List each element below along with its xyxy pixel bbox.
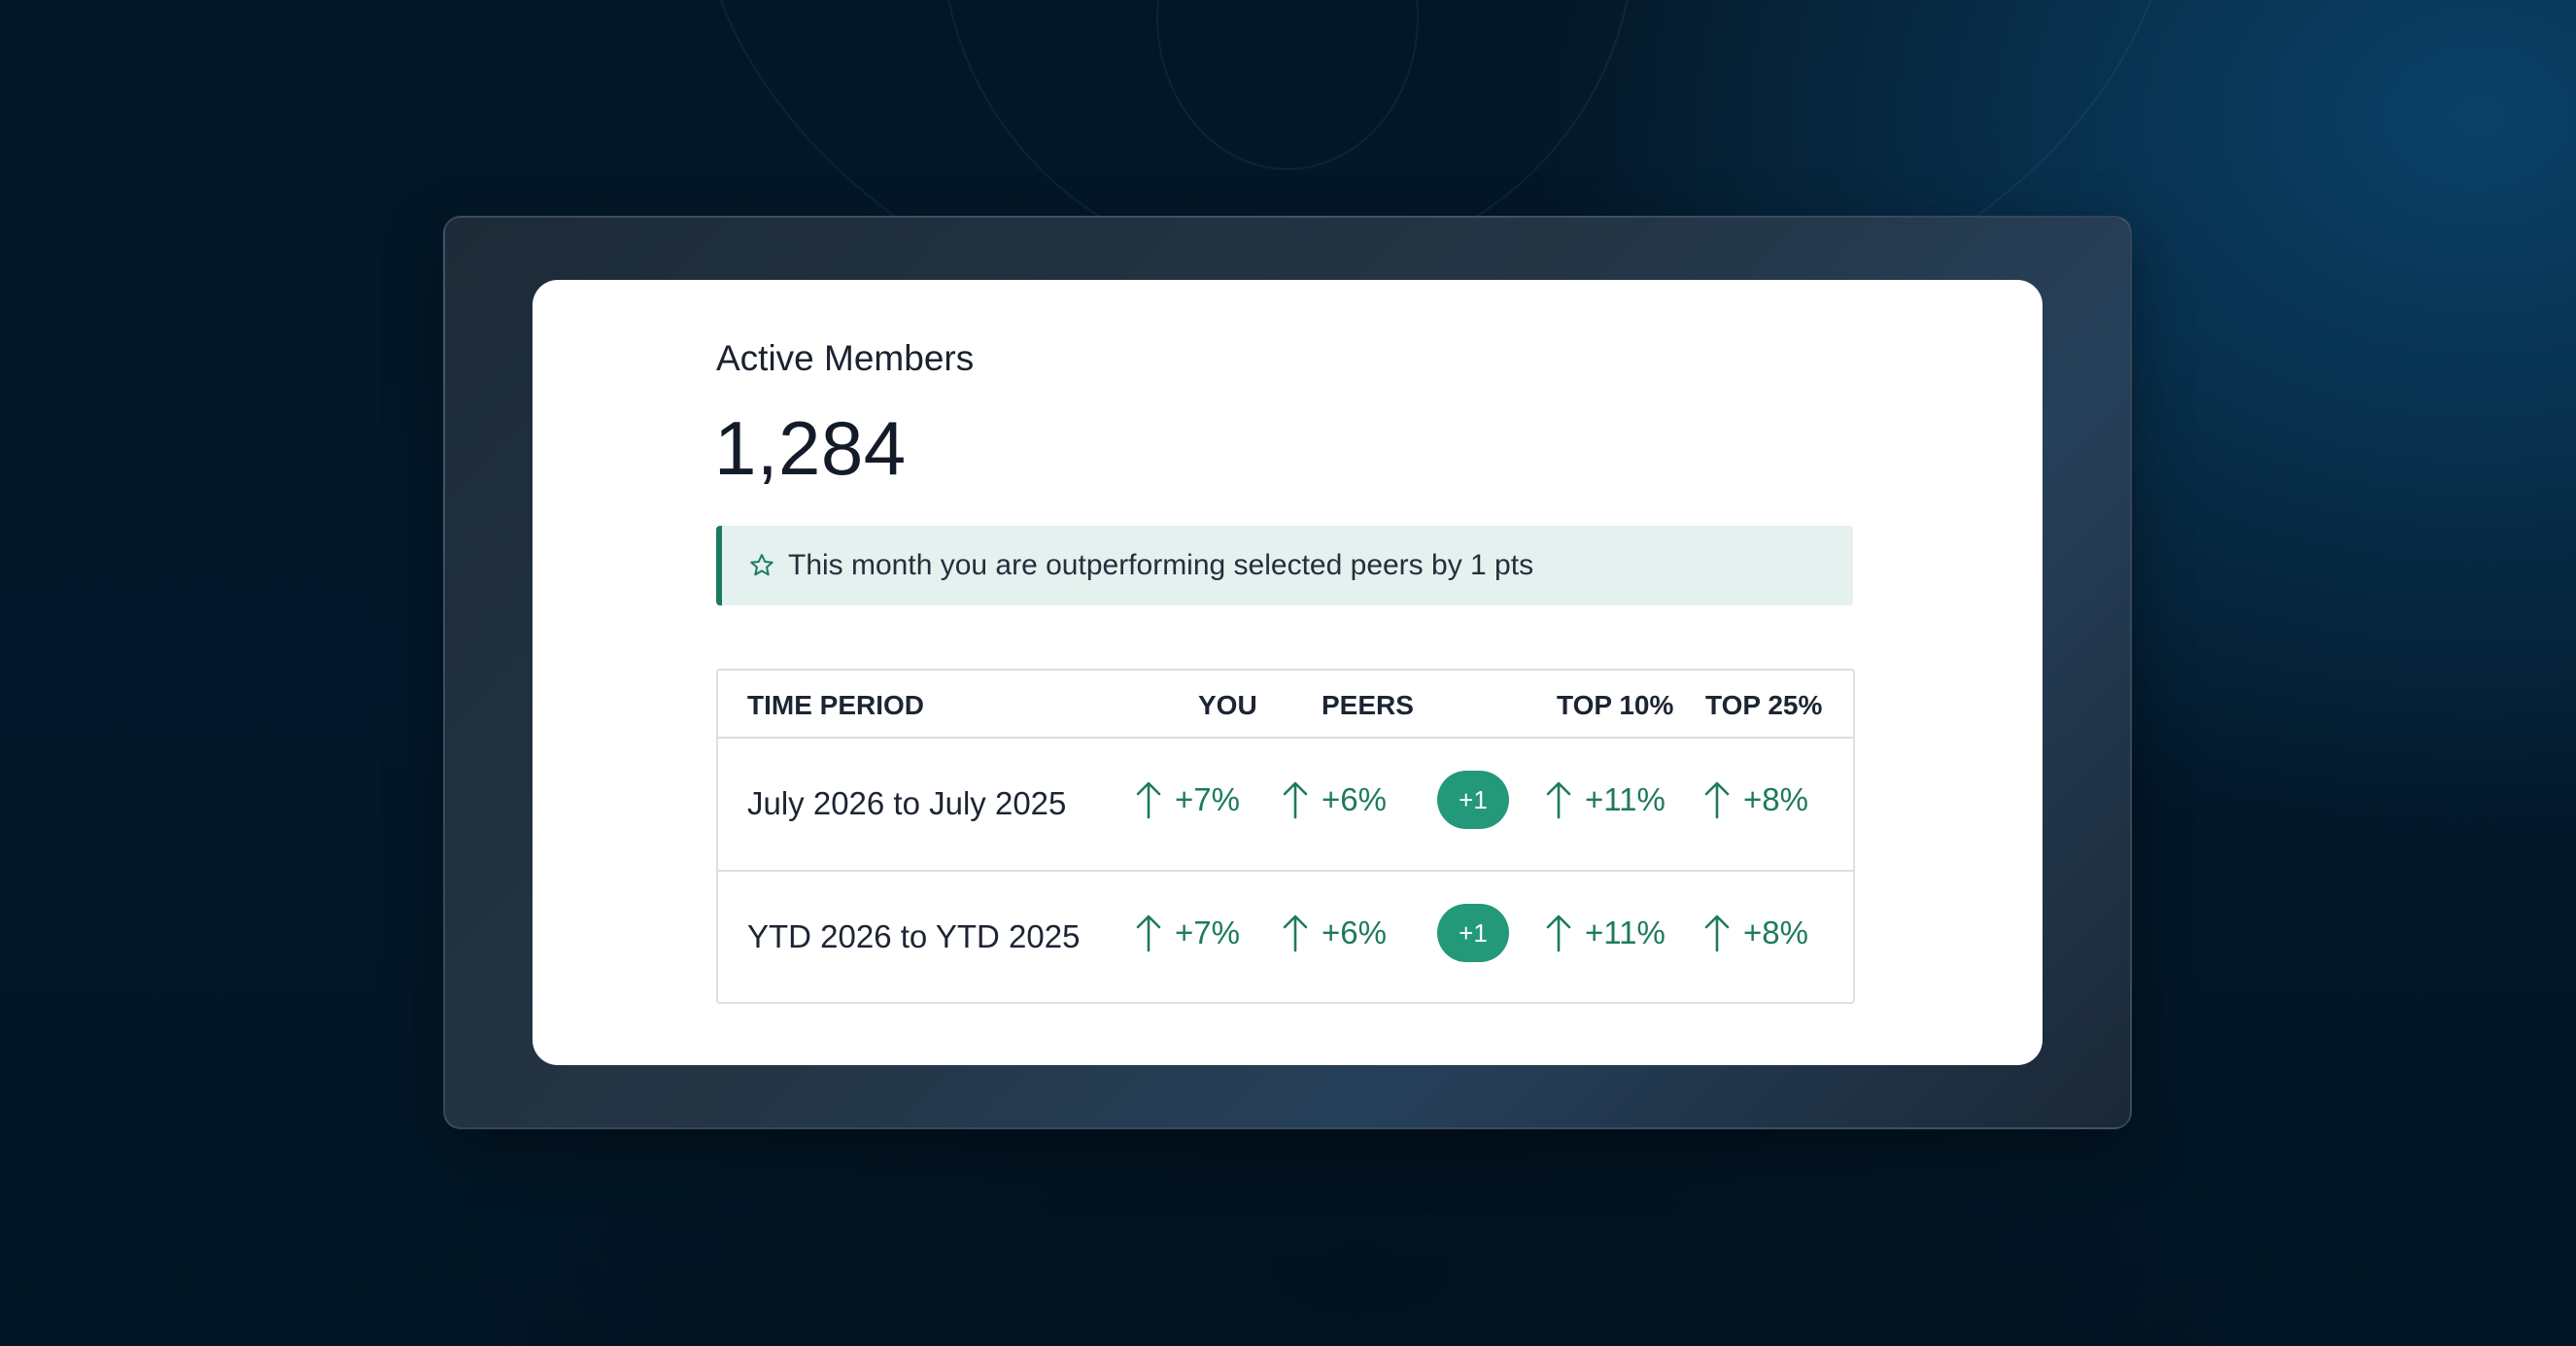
value-you: +7% [1175, 781, 1240, 817]
difference-badge: +1 [1437, 771, 1509, 829]
header-peers: PEERS [1322, 690, 1414, 720]
value-top-25: +8% [1743, 915, 1808, 950]
cell-top-25: +8% [1704, 778, 1808, 821]
arrow-up-icon [1704, 914, 1730, 952]
table-row: July 2026 to July 2025 +7% +6% +1 +11% +… [718, 740, 1853, 872]
banner-text: This month you are outperforming selecte… [788, 549, 1534, 581]
header-time-period: TIME PERIOD [747, 690, 925, 720]
cell-you: +7% [1136, 778, 1240, 821]
header-top-25: TOP 25% [1705, 690, 1823, 720]
metric-card: Active Members 1,284 This month you are … [532, 280, 2043, 1065]
value-top-10: +11% [1585, 781, 1666, 817]
metric-value: 1,284 [714, 405, 907, 491]
arrow-up-icon [1546, 914, 1571, 952]
cell-you: +7% [1136, 912, 1240, 954]
metric-title: Active Members [716, 338, 975, 378]
arrow-up-icon [1136, 914, 1161, 952]
cell-top-10: +11% [1546, 912, 1666, 954]
header-you: YOU [1198, 690, 1257, 720]
arrow-up-icon [1283, 914, 1308, 952]
cell-time-period: YTD 2026 to YTD 2025 [747, 918, 1081, 954]
difference-badge: +1 [1437, 904, 1509, 962]
performance-banner: This month you are outperforming selecte… [716, 526, 1853, 605]
value-top-10: +11% [1585, 915, 1666, 950]
cell-peers: +6% [1283, 778, 1387, 821]
arrow-up-icon [1283, 780, 1308, 819]
value-peers: +6% [1322, 915, 1387, 950]
comparison-table: TIME PERIOD YOU PEERS TOP 10% TOP 25% Ju… [716, 669, 1855, 1004]
table-header: TIME PERIOD YOU PEERS TOP 10% TOP 25% [718, 671, 1853, 739]
value-peers: +6% [1322, 781, 1387, 817]
cell-top-25: +8% [1704, 912, 1808, 954]
value-you: +7% [1175, 915, 1240, 950]
cell-time-period: July 2026 to July 2025 [747, 785, 1067, 821]
table-row: YTD 2026 to YTD 2025 +7% +6% +1 +11% +8% [718, 873, 1853, 1005]
cell-peers: +6% [1283, 912, 1387, 954]
cell-top-10: +11% [1546, 778, 1666, 821]
arrow-up-icon [1546, 780, 1571, 819]
header-top-10: TOP 10% [1557, 690, 1674, 720]
arrow-up-icon [1704, 780, 1730, 819]
value-top-25: +8% [1743, 781, 1808, 817]
star-icon [747, 551, 776, 580]
arrow-up-icon [1136, 780, 1161, 819]
